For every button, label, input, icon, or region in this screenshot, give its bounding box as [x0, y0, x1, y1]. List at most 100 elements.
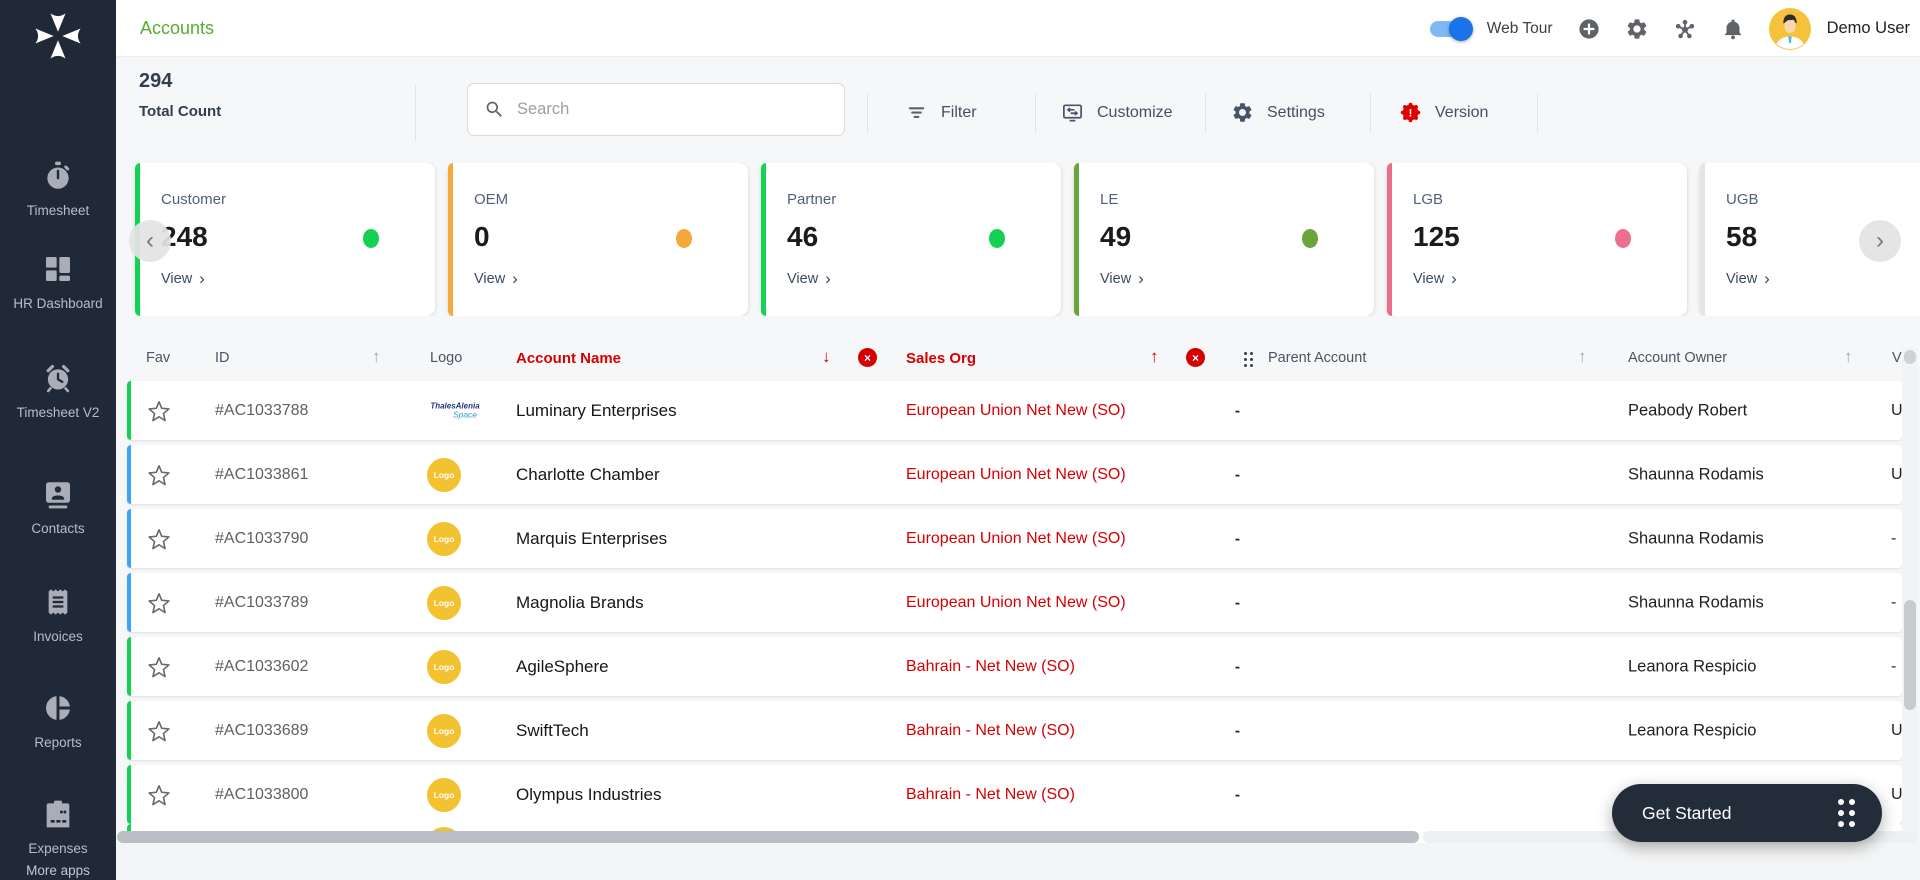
account-name[interactable]: Luminary Enterprises: [516, 400, 677, 420]
gear-icon[interactable]: [1625, 17, 1649, 41]
sales-org: European Union Net New (SO): [906, 465, 1126, 483]
card-view-link[interactable]: View ›: [1100, 269, 1144, 288]
sidebar-item-timesheet-v2[interactable]: Timesheet V2: [0, 362, 116, 424]
table-row[interactable]: #AC1033800 Logo Olympus Industries Bahra…: [127, 765, 1903, 824]
card-view-link[interactable]: View ›: [1413, 269, 1457, 288]
table-row[interactable]: #AC1033602 Logo AgileSphere Bahrain - Ne…: [127, 637, 1902, 696]
alarm-clock-icon: [42, 362, 74, 394]
avatar[interactable]: [1768, 7, 1811, 50]
horizontal-scrollbar-thumb[interactable]: [117, 831, 1419, 843]
add-icon[interactable]: [1577, 17, 1601, 41]
chevron-right-icon: ›: [512, 269, 518, 288]
svg-text:!: !: [1409, 108, 1413, 120]
card-view-link[interactable]: View ›: [161, 269, 205, 288]
status-dot: [989, 229, 1005, 248]
summary-card-lgb[interactable]: LGB 125 View ›: [1387, 163, 1687, 316]
col-sales-org[interactable]: Sales Org: [906, 350, 977, 367]
account-name[interactable]: Olympus Industries: [516, 784, 662, 804]
clear-sort-icon[interactable]: ×: [858, 348, 877, 367]
sort-asc-icon[interactable]: ↑: [372, 347, 381, 366]
sort-desc-icon[interactable]: ↓: [822, 347, 831, 366]
row-id: #AC1033789: [215, 593, 309, 611]
card-view-link[interactable]: View ›: [787, 269, 831, 288]
get-started-button[interactable]: Get Started: [1612, 784, 1882, 842]
total-count-label: Total Count: [139, 103, 222, 120]
parent-account: -: [1235, 402, 1240, 419]
table-row[interactable]: #AC1033788 ThalesAlenia Space Luminary En…: [127, 381, 1903, 440]
card-view-link[interactable]: View ›: [1726, 269, 1770, 288]
carousel-prev-button[interactable]: ‹: [129, 220, 171, 262]
chevron-right-icon: ›: [1138, 269, 1144, 288]
card-label: UGB: [1726, 191, 1759, 208]
vertical-scrollbar[interactable]: [1902, 348, 1918, 843]
favorite-star-icon[interactable]: [146, 462, 172, 488]
divider: [1035, 93, 1036, 133]
clipped-column-value: -: [1891, 593, 1897, 611]
divider: [1370, 93, 1371, 133]
account-name[interactable]: Charlotte Chamber: [516, 464, 660, 484]
version-button[interactable]: ! Version: [1399, 101, 1488, 124]
top-header: Accounts Web Tour Demo User: [116, 0, 1920, 57]
sort-asc-icon[interactable]: ↑: [1578, 347, 1587, 366]
sidebar-item-hr-dashboard[interactable]: HR Dashboard: [0, 253, 116, 315]
col-account-name[interactable]: Account Name: [516, 350, 622, 367]
sort-asc-icon[interactable]: ↑: [1844, 347, 1853, 366]
summary-card-le[interactable]: LE 49 View ›: [1074, 163, 1374, 316]
table-row[interactable]: #AC1033689 Logo SwiftTech Bahrain - Net …: [127, 701, 1903, 760]
apps-cluster-icon[interactable]: [1673, 17, 1697, 41]
filter-button[interactable]: Filter: [905, 101, 977, 124]
sidebar-item-invoices[interactable]: Invoices: [0, 586, 116, 648]
account-logo: Logo: [427, 777, 461, 812]
favorite-star-icon[interactable]: [146, 782, 172, 808]
summary-card-customer[interactable]: Customer 248 View ›: [135, 163, 435, 316]
table-row[interactable]: #AC1033790 Logo Marquis Enterprises Euro…: [127, 509, 1902, 568]
clear-sort-icon[interactable]: ×: [1186, 348, 1205, 367]
account-name[interactable]: SwiftTech: [516, 720, 589, 740]
parent-account: -: [1235, 594, 1240, 611]
col-parent-account[interactable]: Parent Account: [1268, 350, 1367, 366]
sidebar-item-contacts[interactable]: Contacts: [0, 478, 116, 540]
favorite-star-icon[interactable]: [146, 590, 172, 616]
vertical-scrollbar-thumb[interactable]: [1904, 600, 1916, 710]
customize-button[interactable]: Customize: [1061, 101, 1173, 124]
more-apps-button[interactable]: More apps: [26, 863, 90, 878]
customize-label: Customize: [1097, 103, 1173, 121]
sidebar-item-reports[interactable]: Reports: [0, 692, 116, 754]
summary-card-partner[interactable]: Partner 46 View ›: [761, 163, 1061, 316]
settings-button[interactable]: Settings: [1231, 101, 1325, 124]
table-body: #AC1033788 ThalesAlenia Space Luminary En…: [127, 381, 1903, 829]
bell-icon[interactable]: [1721, 17, 1745, 41]
carousel-next-button[interactable]: ›: [1859, 220, 1901, 262]
col-account-owner[interactable]: Account Owner: [1628, 350, 1728, 366]
drag-handle-icon[interactable]: [1244, 352, 1253, 367]
col-id[interactable]: ID: [215, 350, 230, 366]
summary-cards: Customer 248 View › OEM 0 View › Partner…: [116, 163, 1920, 316]
brand-logo-icon[interactable]: [30, 8, 86, 64]
card-label: Partner: [787, 191, 837, 208]
account-name[interactable]: AgileSphere: [516, 656, 609, 676]
page-title: Accounts: [140, 17, 215, 38]
account-name[interactable]: Magnolia Brands: [516, 592, 644, 612]
status-dot: [1615, 229, 1631, 248]
account-owner: Leanora Respicio: [1628, 657, 1757, 675]
version-label: Version: [1435, 103, 1489, 121]
web-tour-toggle[interactable]: [1427, 16, 1473, 41]
favorite-star-icon[interactable]: [146, 718, 172, 744]
table-row[interactable]: #AC1033861 Logo Charlotte Chamber Europe…: [127, 445, 1903, 504]
settings-gear-icon: [1233, 103, 1252, 122]
favorite-star-icon[interactable]: [146, 654, 172, 680]
search-box[interactable]: [467, 83, 845, 136]
card-value: 0: [474, 221, 490, 252]
table-row[interactable]: #AC1033789 Logo Magnolia Brands European…: [127, 573, 1902, 632]
sort-asc-icon[interactable]: ↑: [1150, 347, 1159, 366]
card-view-link[interactable]: View ›: [474, 269, 518, 288]
sidebar-item-expenses[interactable]: Expenses: [0, 798, 116, 860]
summary-card-oem[interactable]: OEM 0 View ›: [448, 163, 748, 316]
search-input[interactable]: [517, 100, 828, 119]
account-name[interactable]: Marquis Enterprises: [516, 528, 668, 548]
sidebar-item-timesheet[interactable]: Timesheet: [0, 160, 116, 222]
favorite-star-icon[interactable]: [146, 398, 172, 424]
chevron-right-icon: ›: [825, 269, 831, 288]
favorite-star-icon[interactable]: [146, 526, 172, 552]
status-dot: [1302, 229, 1318, 248]
